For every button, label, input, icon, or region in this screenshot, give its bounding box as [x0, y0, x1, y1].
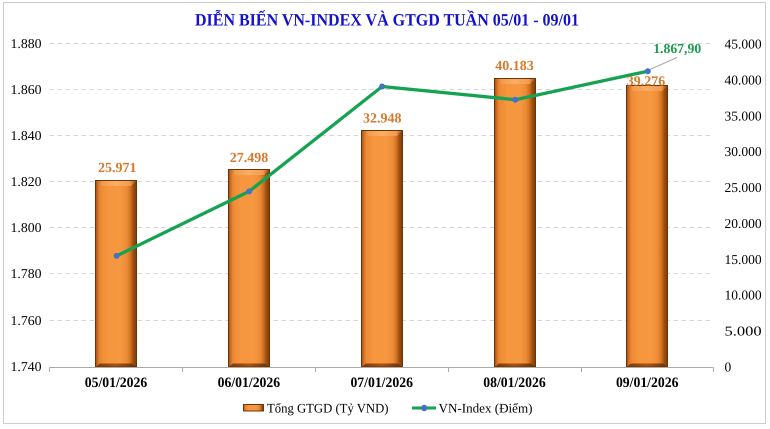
svg-text:DIỄN BIẾN VN-INDEX VÀ GTGD TUẦ: DIỄN BIẾN VN-INDEX VÀ GTGD TUẦN 05/01 - … — [195, 10, 579, 30]
svg-text:5.000: 5.000 — [725, 324, 763, 339]
svg-text:25.000: 25.000 — [725, 180, 762, 195]
svg-text:27.498: 27.498 — [230, 151, 269, 166]
svg-text:1.800: 1.800 — [11, 220, 42, 235]
svg-text:0: 0 — [725, 360, 732, 375]
svg-text:08/01/2026: 08/01/2026 — [483, 375, 546, 391]
svg-text:35.000: 35.000 — [725, 108, 762, 123]
svg-text:06/01/2026: 06/01/2026 — [218, 375, 281, 391]
svg-text:Tổng GTGD (Tỷ VND): Tổng GTGD (Tỷ VND) — [267, 400, 389, 415]
svg-text:09/01/2026: 09/01/2026 — [616, 375, 679, 391]
svg-text:1.780: 1.780 — [11, 266, 42, 281]
svg-text:15.000: 15.000 — [725, 252, 762, 267]
svg-text:45.000: 45.000 — [725, 37, 762, 52]
svg-text:39.276: 39.276 — [627, 75, 666, 90]
svg-text:07/01/2026: 07/01/2026 — [350, 375, 413, 391]
svg-text:25.971: 25.971 — [98, 161, 137, 176]
svg-text:VN-Index (Điểm): VN-Index (Điểm) — [439, 400, 533, 415]
svg-text:40.183: 40.183 — [495, 59, 534, 74]
svg-text:1.860: 1.860 — [11, 82, 42, 97]
svg-text:1.867,90: 1.867,90 — [653, 41, 701, 56]
svg-text:30.000: 30.000 — [725, 144, 762, 159]
svg-text:10.000: 10.000 — [725, 288, 762, 303]
svg-text:1.880: 1.880 — [11, 36, 42, 51]
svg-text:05/01/2026: 05/01/2026 — [85, 375, 148, 391]
svg-text:1.740: 1.740 — [11, 359, 42, 374]
svg-text:20.000: 20.000 — [725, 216, 762, 231]
svg-text:1.820: 1.820 — [11, 174, 42, 189]
svg-text:40.000: 40.000 — [725, 72, 762, 87]
svg-text:32.948: 32.948 — [363, 112, 402, 127]
svg-text:1.760: 1.760 — [11, 313, 42, 328]
svg-text:1.840: 1.840 — [11, 128, 42, 143]
